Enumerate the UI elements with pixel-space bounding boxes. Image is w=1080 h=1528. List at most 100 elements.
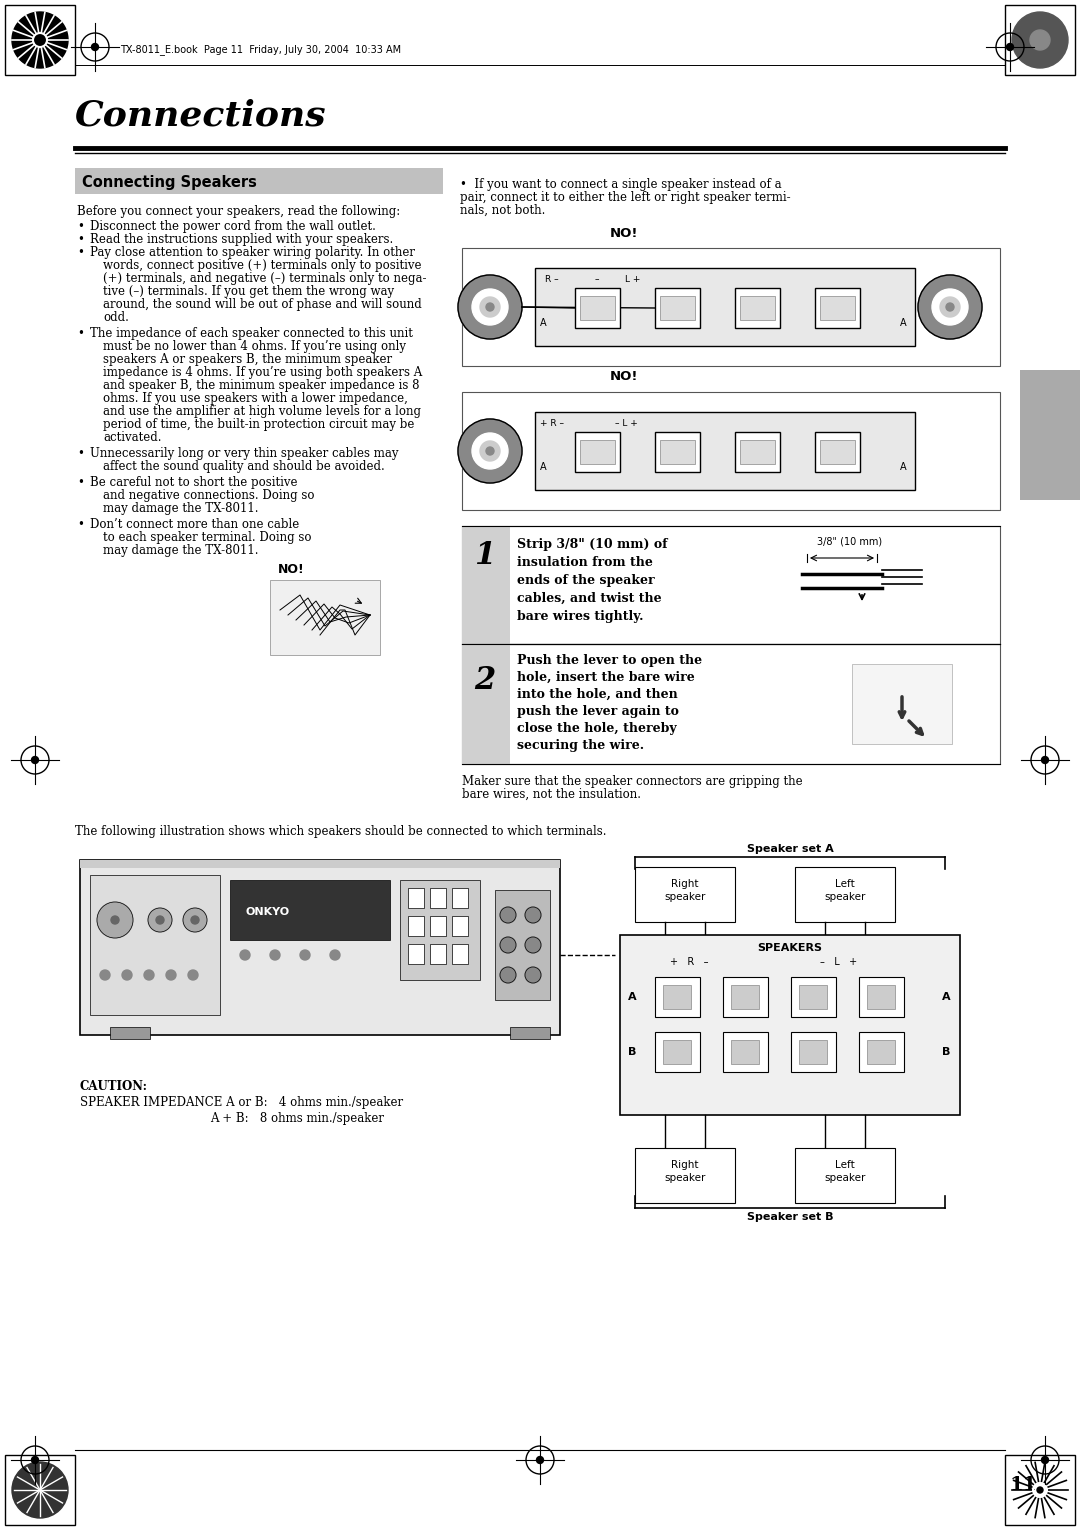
Text: •: • xyxy=(77,220,84,232)
Text: Before you connect your speakers, read the following:: Before you connect your speakers, read t… xyxy=(77,205,401,219)
Bar xyxy=(430,944,446,964)
Text: activated.: activated. xyxy=(103,431,162,445)
Text: around, the sound will be out of phase and will sound: around, the sound will be out of phase a… xyxy=(103,298,422,312)
Text: •: • xyxy=(77,477,84,489)
Text: securing the wire.: securing the wire. xyxy=(517,740,644,752)
Polygon shape xyxy=(12,12,68,69)
Circle shape xyxy=(12,1462,68,1517)
Text: SPEAKER IMPEDANCE A or B:   4 ohms min./speaker: SPEAKER IMPEDANCE A or B: 4 ohms min./sp… xyxy=(80,1096,403,1109)
Bar xyxy=(535,413,915,490)
Bar xyxy=(230,880,390,940)
Circle shape xyxy=(111,915,119,924)
Bar xyxy=(660,296,696,319)
Circle shape xyxy=(500,937,516,953)
Circle shape xyxy=(472,289,508,325)
Text: Be careful not to short the positive: Be careful not to short the positive xyxy=(90,477,297,489)
Circle shape xyxy=(166,970,176,979)
Circle shape xyxy=(156,915,164,924)
Circle shape xyxy=(330,950,340,960)
Bar xyxy=(80,860,561,1034)
Circle shape xyxy=(240,950,249,960)
Text: 3/8" (10 mm): 3/8" (10 mm) xyxy=(816,536,882,545)
Bar xyxy=(867,986,895,1008)
Bar xyxy=(799,1041,827,1063)
Bar xyxy=(80,860,561,868)
Bar xyxy=(5,5,75,75)
Circle shape xyxy=(1012,12,1068,69)
Circle shape xyxy=(932,289,968,325)
Text: words, connect positive (+) terminals only to positive: words, connect positive (+) terminals on… xyxy=(103,260,421,272)
Text: •  If you want to connect a single speaker instead of a: • If you want to connect a single speake… xyxy=(460,177,782,191)
Circle shape xyxy=(458,419,522,483)
Circle shape xyxy=(1041,1456,1049,1464)
Bar xyxy=(735,287,780,329)
Bar xyxy=(654,1031,700,1073)
Text: +   R   –: + R – xyxy=(670,957,708,967)
Bar xyxy=(430,915,446,937)
Text: Strip 3/8" (10 mm) of: Strip 3/8" (10 mm) of xyxy=(517,538,667,552)
Text: R –: R – xyxy=(545,275,558,284)
Circle shape xyxy=(918,275,982,339)
Text: A + B:   8 ohms min./speaker: A + B: 8 ohms min./speaker xyxy=(210,1112,384,1125)
Text: + R –: + R – xyxy=(540,419,564,428)
Bar xyxy=(723,1031,768,1073)
Circle shape xyxy=(525,908,541,923)
Bar xyxy=(791,1031,836,1073)
Bar xyxy=(1005,5,1075,75)
Bar xyxy=(90,876,220,1015)
Text: CAUTION:: CAUTION: xyxy=(80,1080,148,1093)
Bar xyxy=(663,1041,691,1063)
Text: speaker: speaker xyxy=(824,892,866,902)
Bar xyxy=(5,1455,75,1525)
Text: ends of the speaker: ends of the speaker xyxy=(517,575,654,587)
Bar xyxy=(575,287,620,329)
Bar xyxy=(654,976,700,1018)
Bar xyxy=(453,888,468,908)
Circle shape xyxy=(472,432,508,469)
Circle shape xyxy=(1037,1487,1043,1493)
Text: (+) terminals, and negative (–) terminals only to nega-: (+) terminals, and negative (–) terminal… xyxy=(103,272,427,286)
Circle shape xyxy=(31,1456,39,1464)
Bar xyxy=(75,168,443,194)
Circle shape xyxy=(486,448,494,455)
Bar xyxy=(620,935,960,1115)
Text: Speaker set A: Speaker set A xyxy=(746,843,834,854)
Bar xyxy=(654,287,700,329)
Text: impedance is 4 ohms. If you’re using both speakers A: impedance is 4 ohms. If you’re using bot… xyxy=(103,367,422,379)
Circle shape xyxy=(144,970,154,979)
Text: pair, connect it to either the left or right speaker termi-: pair, connect it to either the left or r… xyxy=(460,191,791,205)
Text: – L +: – L + xyxy=(615,419,638,428)
Text: TX-8011_E.book  Page 11  Friday, July 30, 2004  10:33 AM: TX-8011_E.book Page 11 Friday, July 30, … xyxy=(120,44,401,55)
Text: NO!: NO! xyxy=(610,228,638,240)
Text: affect the sound quality and should be avoided.: affect the sound quality and should be a… xyxy=(103,460,384,474)
Bar xyxy=(795,866,895,921)
Bar xyxy=(791,976,836,1018)
Text: Left: Left xyxy=(835,1160,855,1170)
Bar xyxy=(820,440,855,465)
Bar xyxy=(654,432,700,472)
Circle shape xyxy=(486,303,494,312)
Bar xyxy=(580,440,615,465)
Text: Push the lever to open the: Push the lever to open the xyxy=(517,654,702,668)
Bar xyxy=(660,440,696,465)
Bar xyxy=(462,526,1000,643)
Bar xyxy=(815,432,860,472)
Text: speakers A or speakers B, the minimum speaker: speakers A or speakers B, the minimum sp… xyxy=(103,353,392,367)
Text: insulation from the: insulation from the xyxy=(517,556,653,568)
Circle shape xyxy=(940,296,960,316)
Text: Connections: Connections xyxy=(75,98,326,131)
Text: may damage the TX-8011.: may damage the TX-8011. xyxy=(103,503,258,515)
Text: close the hole, thereby: close the hole, thereby xyxy=(517,723,677,735)
Text: B: B xyxy=(627,1047,636,1057)
Bar xyxy=(510,1027,550,1039)
Text: The following illustration shows which speakers should be connected to which ter: The following illustration shows which s… xyxy=(75,825,607,837)
Bar xyxy=(575,432,620,472)
Text: NO!: NO! xyxy=(610,370,638,384)
Bar xyxy=(815,287,860,329)
Text: Read the instructions supplied with your speakers.: Read the instructions supplied with your… xyxy=(90,232,393,246)
Text: •: • xyxy=(77,448,84,460)
Bar xyxy=(408,915,424,937)
Text: cables, and twist the: cables, and twist the xyxy=(517,591,662,605)
Bar xyxy=(462,248,1000,367)
Bar xyxy=(580,296,615,319)
